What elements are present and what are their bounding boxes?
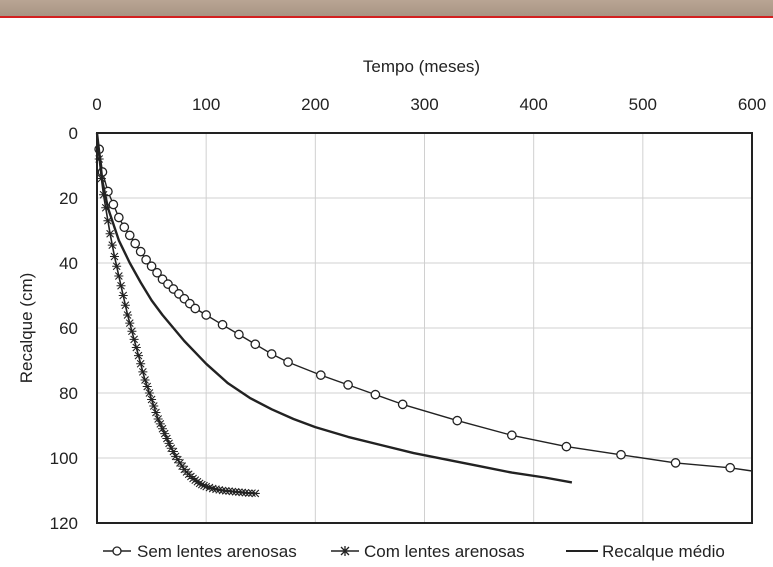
data-point [343,380,353,390]
data-point [153,415,163,423]
data-point [561,441,572,452]
legend-label: Recalque médio [602,542,725,561]
data-point [118,291,128,300]
data-point [217,319,228,330]
x-tick-label: 0 [92,95,101,114]
data-point [125,319,135,328]
y-tick-label: 20 [59,189,78,208]
header-band [0,0,773,16]
gridlines [96,132,753,524]
data-point [140,376,150,384]
data-point [133,351,143,360]
data-point [108,199,119,210]
x-tick-label: 100 [192,95,220,114]
data-point [201,310,212,320]
data-point [123,311,133,319]
x-axis-label: Tempo (meses) [363,57,480,76]
data-point [107,241,117,250]
x-tick-label: 300 [410,95,438,114]
data-point [135,246,146,257]
data-point [155,419,165,428]
data-point [147,395,157,404]
x-tick-label: 400 [519,95,547,114]
y-tick-labels: 0 20 40 60 80 100 120 [50,124,78,533]
data-point [151,408,161,417]
series-group [94,132,753,498]
y-tick-label: 40 [59,254,78,273]
series-line [95,132,573,484]
data-point [112,262,122,271]
data-point [116,281,126,290]
y-tick-label: 120 [50,514,78,533]
x-tick-label: 200 [301,95,329,114]
data-point [127,327,137,336]
data-point [113,212,124,223]
data-point [162,434,172,443]
y-tick-label: 100 [50,449,78,468]
plot-frame [96,132,753,524]
data-point [144,389,154,397]
legend-star-marker [340,546,350,556]
data-point [136,359,146,368]
data-point [452,415,463,426]
data-point [315,370,326,380]
data-point [725,462,736,473]
data-point [190,303,201,314]
data-point [149,402,159,410]
legend-item-recalque-medio: Recalque médio [566,542,725,561]
data-point [124,230,135,241]
legend-item-com-lentes: Com lentes arenosas [331,542,525,561]
data-point [119,222,130,233]
y-tick-label: 60 [59,319,78,338]
data-point [130,238,141,249]
data-point [158,424,167,433]
x-tick-labels: 0 100 200 300 400 500 600 [92,95,766,114]
data-point [164,439,174,448]
data-point [146,261,157,272]
data-point [141,254,151,265]
data-point [120,301,130,310]
legend-circle-marker [112,546,122,556]
data-point [138,367,148,376]
data-point [131,343,141,352]
y-tick-label: 0 [69,124,78,143]
data-point [370,389,381,400]
data-point [142,382,152,391]
data-point [109,252,119,261]
data-point [266,349,277,359]
data-point [160,429,170,438]
data-point [616,449,626,460]
legend-item-sem-lentes: Sem lentes arenosas [103,542,297,561]
data-point [506,430,517,441]
y-axis-label: Recalque (cm) [17,273,36,384]
x-tick-label: 500 [629,95,657,114]
series-sem-lentes-arenosas [94,132,753,473]
header-line [0,16,773,18]
y-tick-label: 80 [59,384,78,403]
x-tick-label: 600 [738,95,766,114]
legend-label: Com lentes arenosas [364,542,525,561]
data-point [168,447,178,456]
data-point [152,267,162,278]
data-point [105,229,115,238]
data-point [250,489,260,498]
data-point [397,399,408,410]
data-point [114,272,124,280]
series-line [96,132,256,495]
legend: Sem lentes arenosas Com lentes arenosas … [103,542,725,561]
series-com-lentes-arenosas [94,132,260,498]
data-point [250,339,261,350]
data-point [283,357,293,367]
data-point [670,458,681,468]
series-recalque-m-dio [95,132,573,484]
data-point [234,329,244,340]
legend-label: Sem lentes arenosas [137,542,297,561]
data-point [129,335,139,344]
